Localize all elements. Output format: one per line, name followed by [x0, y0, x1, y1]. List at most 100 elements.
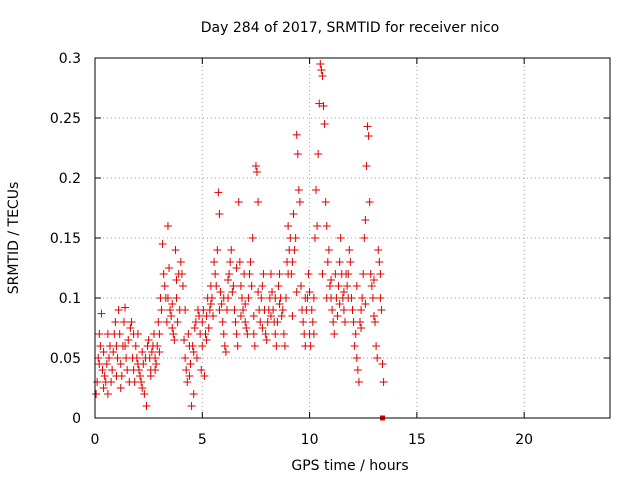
data-point [293, 150, 302, 158]
data-point [275, 300, 284, 308]
data-point [292, 130, 301, 139]
data-point [266, 270, 275, 278]
data-point [374, 246, 383, 254]
data-point [114, 306, 123, 314]
data-point [248, 234, 257, 242]
data-point [268, 288, 277, 296]
data-point [170, 336, 179, 344]
data-point [151, 354, 160, 362]
x-tick-label: 20 [515, 432, 533, 448]
data-point [155, 348, 164, 356]
data-point [200, 372, 209, 380]
data-point [142, 402, 151, 410]
data-point [308, 318, 317, 326]
data-point [310, 234, 319, 242]
data-point [334, 282, 343, 290]
data-point [184, 330, 193, 338]
y-tick-label: 0.1 [59, 291, 81, 307]
data-point [250, 342, 259, 350]
data-point [189, 348, 198, 356]
data-point [288, 312, 297, 320]
data-point [177, 270, 186, 278]
data-point [343, 282, 352, 290]
x-axis-label: GPS time / hours [291, 458, 408, 474]
data-point [346, 258, 355, 266]
data-point [348, 306, 357, 314]
data-point [253, 168, 262, 176]
data-point [284, 270, 293, 278]
data-point [228, 288, 237, 296]
data-point [134, 366, 143, 374]
data-point [173, 318, 182, 326]
data-point [186, 360, 195, 368]
data-point [368, 294, 377, 302]
data-point [242, 324, 251, 332]
data-point [144, 336, 153, 344]
data-point [313, 222, 322, 230]
data-point [369, 276, 378, 284]
data-point [297, 282, 305, 290]
data-point [100, 372, 109, 380]
data-point [220, 342, 229, 350]
data-point [129, 330, 138, 338]
data-point [247, 282, 256, 290]
data-point [358, 294, 367, 302]
data-point [119, 318, 128, 326]
data-point [219, 294, 228, 302]
y-tick-label: 0 [72, 411, 81, 427]
data-point [159, 270, 168, 278]
data-point [271, 294, 280, 302]
data-point [281, 294, 290, 302]
data-point [103, 390, 112, 398]
data-point [103, 330, 112, 338]
data-point [324, 246, 333, 254]
data-point [344, 270, 353, 278]
data-point [357, 324, 366, 332]
data-point [377, 306, 386, 314]
data-point [249, 312, 258, 320]
data-point [127, 318, 136, 326]
data-point [249, 330, 258, 338]
data-point [163, 222, 172, 230]
ticks: 0 0.05 0.1 0.15 0.2 0.25 0.3 0 5 10 15 20 [50, 51, 610, 448]
data-point [328, 306, 337, 314]
data-point [350, 342, 359, 350]
data-point [318, 270, 327, 278]
data-point [330, 330, 339, 338]
data-point [236, 282, 245, 290]
data-point [158, 240, 167, 248]
data-point [168, 300, 177, 308]
data-point [378, 360, 387, 368]
y-tick-label: 0.15 [50, 231, 81, 247]
data-point [124, 336, 133, 344]
data-point [140, 390, 149, 398]
data-point [111, 318, 120, 326]
data-point [192, 354, 201, 362]
data-point [167, 312, 176, 320]
data-point [259, 270, 268, 278]
data-point [317, 66, 326, 74]
data-point [322, 294, 331, 302]
data-point [354, 378, 363, 386]
data-point [257, 294, 266, 302]
data-point [197, 366, 206, 374]
data-point [178, 282, 187, 290]
data-point [361, 216, 370, 224]
data-point [329, 318, 338, 326]
data-point [213, 246, 222, 254]
data-point [273, 318, 282, 326]
data-point [254, 288, 263, 296]
data-point [219, 330, 228, 338]
data-point [352, 354, 361, 362]
data-point [93, 378, 102, 386]
data-point [294, 186, 303, 194]
data-point [372, 342, 381, 350]
data-point [107, 378, 116, 386]
data-point [279, 330, 288, 338]
data-point [251, 162, 260, 170]
data-point [327, 276, 336, 284]
data-point [163, 294, 172, 302]
data-point [336, 234, 345, 242]
data-point [288, 258, 297, 266]
data-point [189, 390, 198, 398]
